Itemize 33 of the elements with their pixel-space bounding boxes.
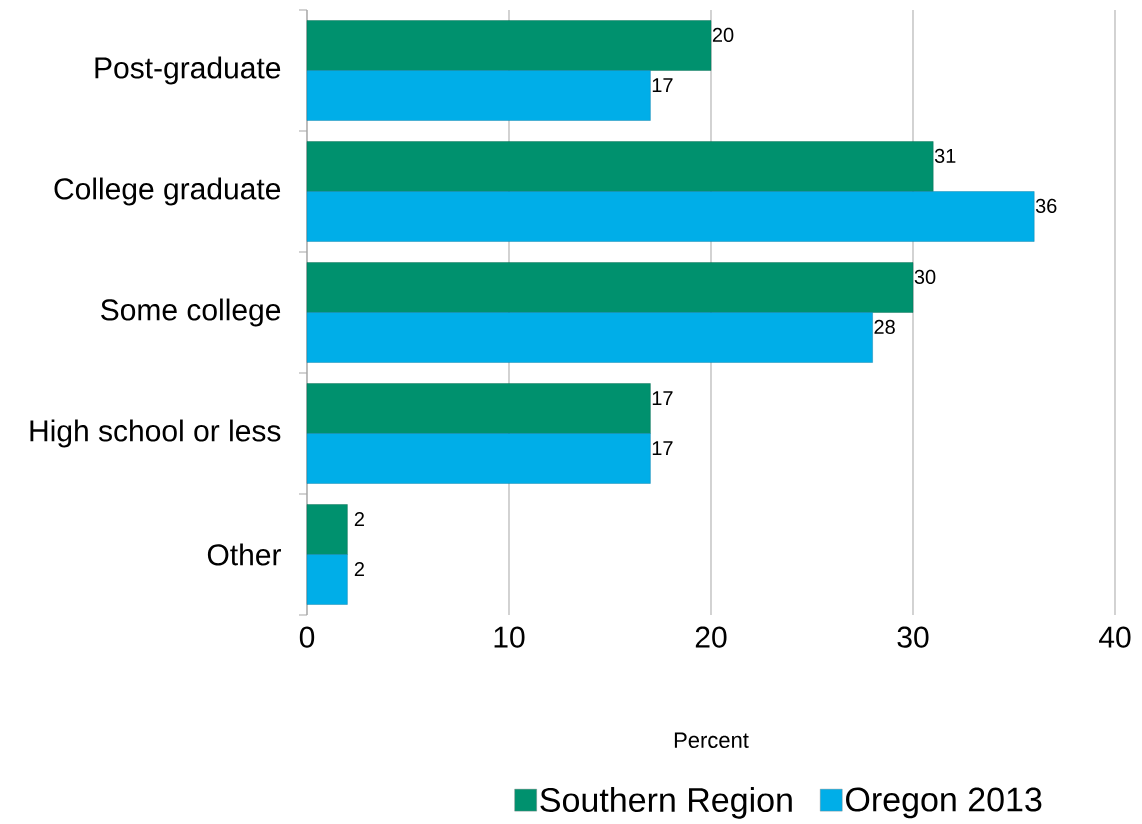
bar — [306, 312, 873, 363]
x-tick-label: 40 — [1099, 626, 1131, 648]
data-label: 2 — [354, 562, 364, 576]
data-label: 17 — [652, 441, 673, 455]
data-label: 28 — [874, 319, 895, 334]
y-tick-label: Some college — [101, 298, 281, 327]
x-tick-label: 10 — [494, 626, 525, 648]
data-label: 20 — [712, 27, 734, 42]
bar — [306, 554, 348, 605]
data-label: 36 — [1035, 198, 1057, 213]
data-label: 17 — [652, 78, 673, 92]
x-tick-label: 0 — [299, 626, 315, 648]
bar — [306, 141, 934, 192]
y-tick-label: Post-graduate — [95, 56, 281, 85]
x-axis-title: Percent — [674, 732, 749, 748]
bar — [306, 191, 1035, 242]
bar — [306, 383, 651, 434]
x-tick-label: 20 — [695, 626, 727, 648]
y-tick-label: Other — [207, 543, 281, 566]
data-label: 30 — [914, 269, 936, 284]
legend-label: Oregon 2013 — [846, 787, 1042, 819]
data-label: 31 — [934, 148, 956, 163]
legend-label: Southern Region — [540, 787, 792, 819]
data-label: 2 — [354, 512, 364, 526]
bar — [306, 70, 651, 121]
bar — [306, 20, 712, 71]
bar — [306, 262, 914, 313]
bar — [306, 433, 651, 484]
bar — [306, 504, 348, 555]
data-label: 17 — [652, 391, 673, 405]
y-tick-label: High school or less — [30, 419, 281, 448]
y-tick-label: College graduate — [54, 177, 281, 206]
x-tick-label: 30 — [897, 626, 929, 648]
